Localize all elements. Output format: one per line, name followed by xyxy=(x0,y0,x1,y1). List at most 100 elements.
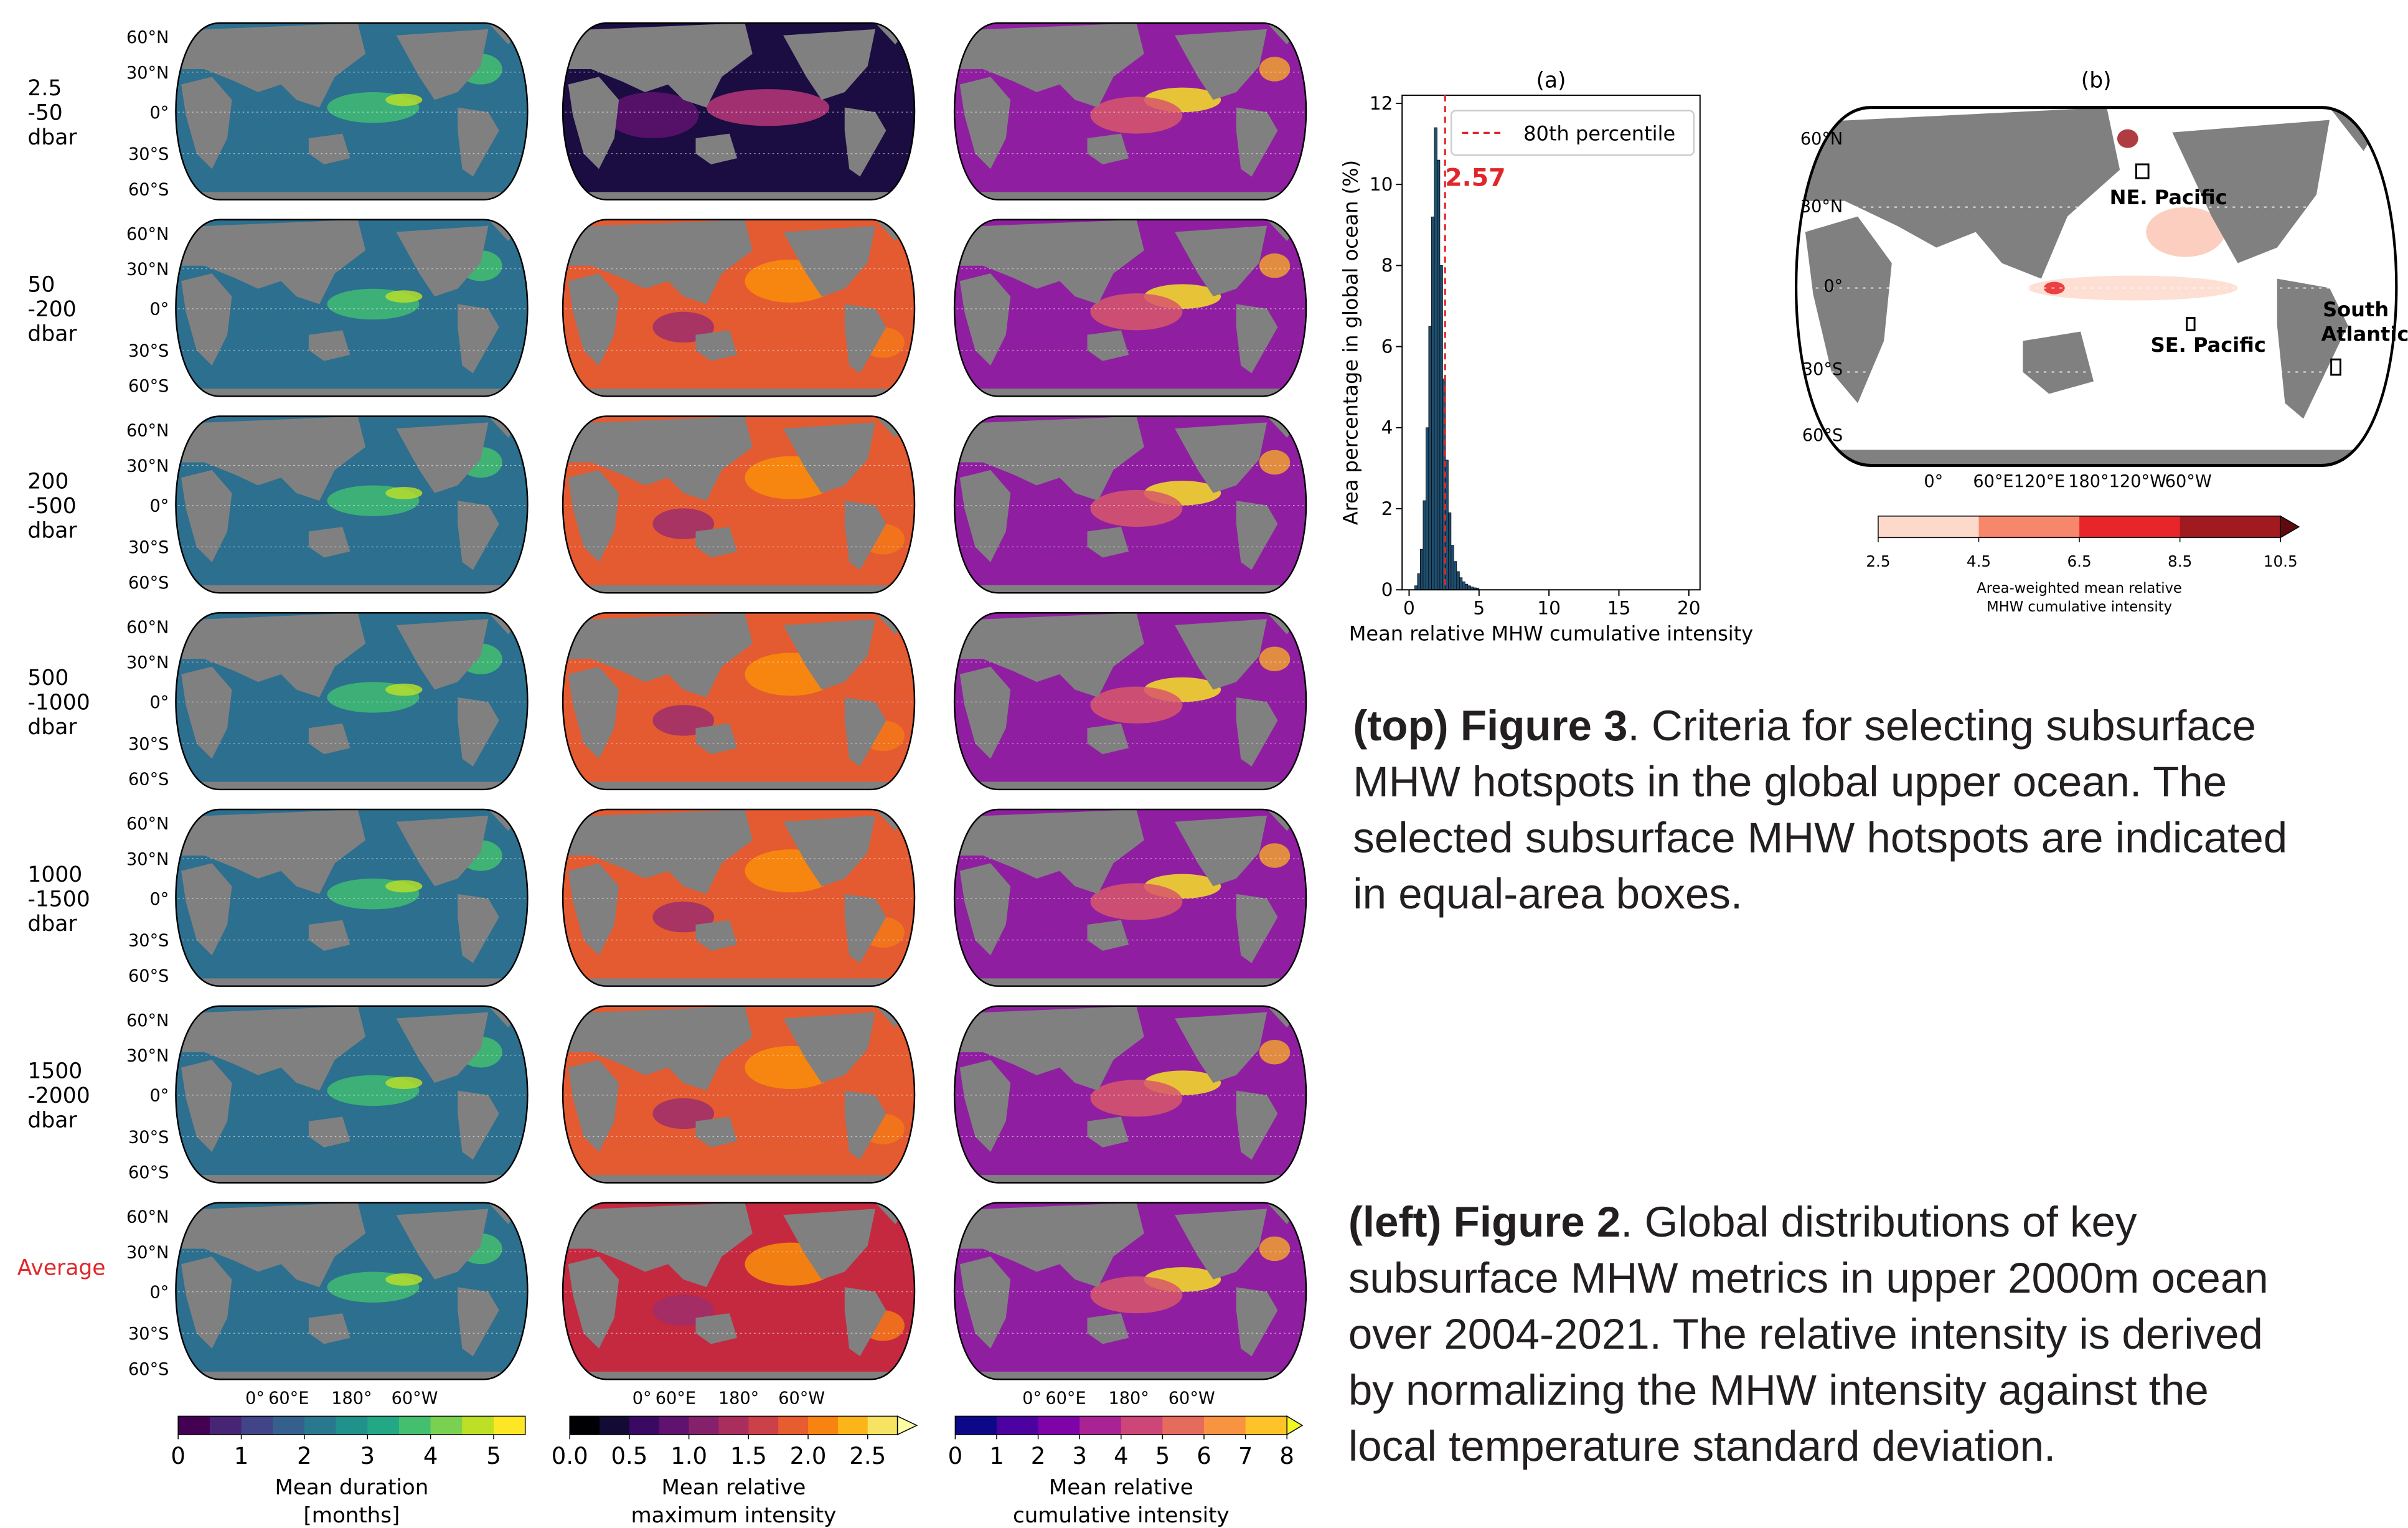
colorbar-segment xyxy=(398,1416,431,1435)
antarctica xyxy=(954,1175,1307,1183)
x-tick-label: 20 xyxy=(1677,598,1701,619)
map-body xyxy=(1796,107,2397,466)
colorbar-segment xyxy=(659,1416,690,1435)
colorbar-segment xyxy=(209,1416,242,1435)
colorbar-segment xyxy=(748,1416,779,1435)
caption-line: in equal-area boxes. xyxy=(1353,869,1743,918)
lat-label: 30°N xyxy=(126,1047,169,1066)
land xyxy=(568,77,619,169)
land xyxy=(783,225,876,297)
map-outline xyxy=(175,219,529,397)
map-patch xyxy=(1090,293,1183,331)
lat-label: 0° xyxy=(1823,277,1843,296)
lon-label: 60°W xyxy=(392,1389,438,1408)
land xyxy=(176,219,366,304)
antarctica xyxy=(954,389,1307,397)
land xyxy=(1175,225,1267,297)
row-label: dbar xyxy=(27,912,77,936)
antarctica xyxy=(954,781,1307,790)
map-outline xyxy=(1795,106,2398,467)
map-body xyxy=(176,219,528,397)
land xyxy=(176,23,366,108)
map-patch xyxy=(2146,207,2225,257)
lon-label: 180° xyxy=(1108,1389,1149,1408)
map xyxy=(175,1005,529,1184)
caption-line: subsurface MHW metrics in upper 2000m oc… xyxy=(1348,1253,2269,1302)
land xyxy=(844,1090,887,1160)
land xyxy=(308,723,350,755)
land xyxy=(959,1060,1011,1153)
map-outline xyxy=(562,219,916,397)
map-body xyxy=(563,613,915,790)
row-label: dbar xyxy=(27,1108,77,1133)
land xyxy=(458,501,499,570)
land xyxy=(844,697,887,766)
map-patch xyxy=(1259,843,1291,868)
antarctica xyxy=(563,192,915,200)
lat-label: 30°S xyxy=(128,735,169,754)
lat-label: 60°S xyxy=(128,573,169,593)
lon-label: 0° xyxy=(245,1389,265,1408)
map xyxy=(953,22,1307,200)
lat-label: 60°N xyxy=(126,1011,169,1030)
land xyxy=(959,77,1011,169)
land xyxy=(783,1209,876,1280)
lat-label: 30°N xyxy=(126,850,169,869)
land xyxy=(181,77,232,169)
land xyxy=(954,219,1144,304)
histogram-bar xyxy=(1437,159,1441,590)
land xyxy=(1236,1090,1278,1160)
map-body xyxy=(176,613,528,790)
land xyxy=(1087,527,1129,558)
colorbar-tick-label: 0.5 xyxy=(611,1443,647,1469)
histogram-bar xyxy=(1423,500,1426,590)
lat-label: 30°S xyxy=(128,341,169,361)
region-label: South xyxy=(2323,298,2389,321)
land xyxy=(1087,133,1129,164)
land xyxy=(563,219,753,304)
lon-label: 60°E xyxy=(1045,1389,1086,1408)
histogram-bar xyxy=(1434,127,1437,590)
colorbar-segment xyxy=(367,1416,400,1435)
lon-label: 0° xyxy=(1924,472,1943,491)
land xyxy=(954,23,1144,108)
caption-text: . Criteria for selecting subsurface xyxy=(1627,701,2255,750)
map xyxy=(175,612,529,791)
antarctica xyxy=(563,389,915,397)
land xyxy=(1175,422,1267,493)
colorbar-segment xyxy=(2079,516,2181,538)
map xyxy=(562,1005,916,1184)
map-outline xyxy=(175,1005,529,1184)
colorbar-tick-label: 0 xyxy=(171,1443,186,1469)
land xyxy=(308,1116,350,1148)
y-tick-label: 10 xyxy=(1370,174,1393,195)
land xyxy=(1175,1209,1267,1280)
land xyxy=(563,23,753,108)
land xyxy=(954,1006,1144,1091)
lat-label: 60°N xyxy=(126,28,169,47)
map xyxy=(562,808,916,987)
lat-label: 30°N xyxy=(126,260,169,280)
lon-label: 60°E xyxy=(1973,472,2013,491)
map-outline xyxy=(175,22,529,200)
land xyxy=(1087,1116,1129,1148)
caption-line: selected subsurface MHW hotspots are ind… xyxy=(1353,813,2287,862)
lat-label: 0° xyxy=(150,103,169,123)
lon-label: 60°W xyxy=(778,1389,825,1408)
antarctica xyxy=(176,585,528,593)
land xyxy=(959,273,1011,366)
land xyxy=(176,1202,366,1288)
lon-label: 180° xyxy=(2068,472,2109,491)
land xyxy=(458,697,499,766)
map xyxy=(175,808,529,987)
map-patch xyxy=(385,683,423,696)
map-patch xyxy=(385,486,423,499)
row-label: 500 xyxy=(27,666,68,691)
land xyxy=(695,330,738,361)
colorbar-extend xyxy=(2280,515,2300,539)
colorbar-label: [months] xyxy=(304,1503,400,1528)
map-outline xyxy=(175,612,529,791)
land xyxy=(568,666,619,759)
map xyxy=(175,415,529,594)
lat-label: 0° xyxy=(150,300,169,319)
